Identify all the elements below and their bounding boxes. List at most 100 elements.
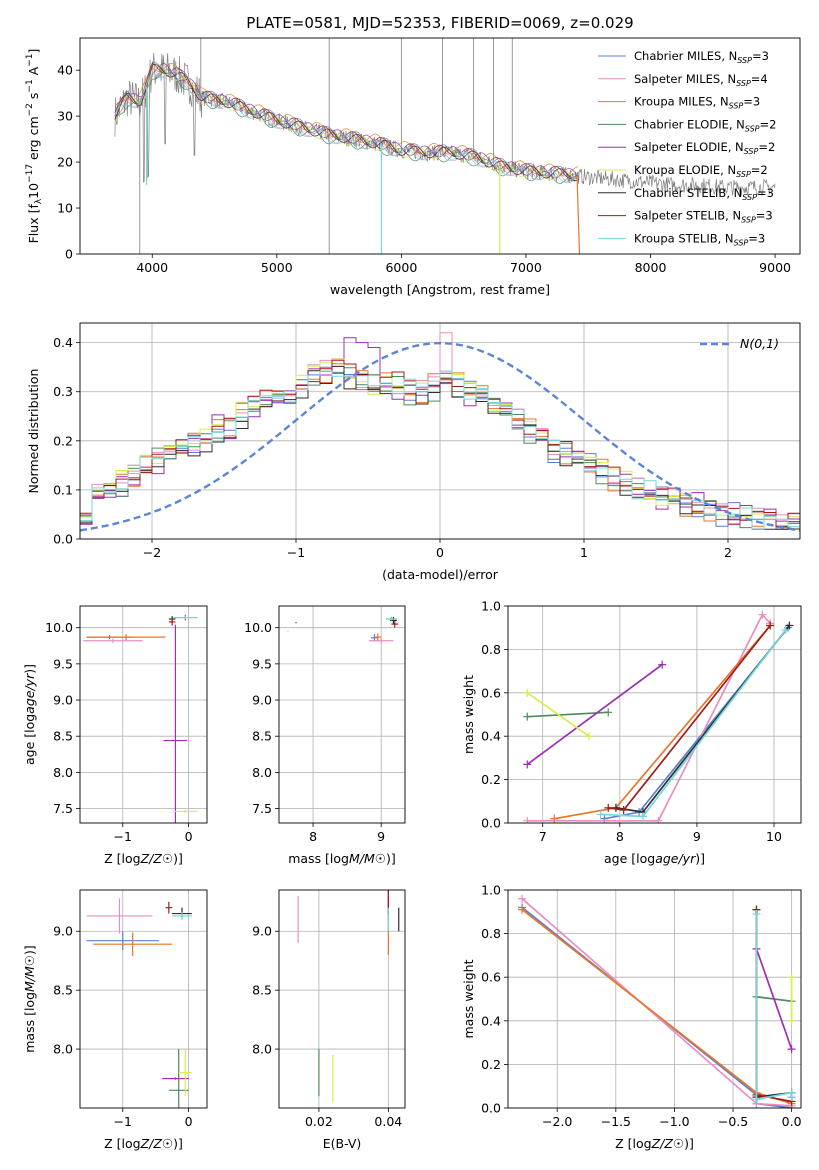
y-tick-label: 8.5 [252, 983, 272, 998]
y-tick-label: 9.0 [53, 924, 73, 939]
model-spectrum-line [114, 62, 579, 179]
x-tick-label: 10 [766, 829, 782, 844]
y-axis-label: age [logage/yr)] [22, 664, 37, 765]
mass-weight-point [766, 621, 775, 630]
y-axis-label: mass weight [461, 675, 476, 754]
mass-weight-line [755, 914, 793, 1101]
mass-weight-point [758, 610, 767, 619]
y-tick-label: 1.0 [481, 883, 501, 898]
y-tick-label: 9.0 [53, 693, 73, 708]
mass-weight-line [755, 909, 792, 1103]
plot-area [297, 890, 400, 1103]
mass-weight-point [619, 805, 628, 814]
y-tick-label: 8.5 [252, 729, 272, 744]
y-tick-label: 30 [57, 109, 73, 124]
mass-weight-point [787, 1045, 796, 1054]
panel-residuals: −2 −1 0 1 2 0.0 0.1 0.2 0.3 0.4 N(0,1) (data-model)… [26, 322, 801, 582]
y-tick-label: 20 [57, 155, 73, 170]
x-tick-label: −1 [114, 1114, 132, 1129]
axes-frame [79, 889, 208, 1109]
mass-weight-point [596, 810, 605, 819]
x-tick-label: −1.0 [659, 1114, 689, 1129]
plot-area [523, 610, 794, 823]
legend-label: Salpeter STELIB, NSSP=3 [634, 209, 773, 225]
x-tick-label: 8 [616, 829, 624, 844]
legend-label: Salpeter ELODIE, NSSP=2 [634, 140, 775, 156]
model-spectrum-line [114, 62, 579, 179]
mass-weight-point [781, 625, 790, 634]
mass-weight-point [787, 1016, 796, 1025]
model-spectrum-line [114, 63, 579, 177]
axes-frame [278, 605, 406, 824]
plot-area [287, 616, 399, 644]
mass-weight-line [615, 624, 791, 814]
x-tick-label: 6000 [385, 260, 417, 275]
x-axis-label: Z [logZ/Z☉)] [104, 851, 183, 866]
mass-weight-line [554, 624, 771, 820]
x-tick-label: 7000 [510, 260, 542, 275]
mass-weight-point [518, 894, 527, 903]
legend-label: Chabrier MILES, NSSP=3 [634, 49, 769, 65]
residual-histogram [80, 365, 800, 530]
x-tick-label: −0.5 [718, 1114, 748, 1129]
x-axis-label: Z [logZ/Z☉)] [104, 1136, 183, 1151]
y-axis-label: Normed distribution [26, 369, 41, 494]
panel-ebv-mass: 0.02 0.04 8.0 8.5 9.0 E(B-V) [252, 889, 406, 1151]
plot-area [518, 894, 796, 1108]
x-tick-label: −1 [287, 545, 305, 560]
y-tick-label: 0.6 [481, 685, 501, 700]
x-tick-label: −1.5 [601, 1114, 631, 1129]
mass-weight-point [752, 1095, 761, 1104]
axes-frame [507, 605, 802, 824]
x-tick-label: 8 [309, 829, 317, 844]
axes-frame [79, 322, 801, 540]
y-tick-label: 0.0 [481, 1101, 501, 1116]
mass-weight-point [604, 803, 613, 812]
mass-weight-point [604, 708, 613, 717]
y-tick-label: 8.0 [53, 1042, 73, 1057]
x-tick-label: 9000 [759, 260, 791, 275]
panel-Z-age: −1 0 7.5 8.0 8.5 9.0 9.5 10.0 Z [logZ/Z☉)] age [l… [22, 605, 208, 866]
model-spectrum-line [114, 69, 579, 184]
y-axis-label: Flux [fλ10−17 erg cm−2 s−1 A−1] [25, 49, 44, 244]
x-tick-label: 1 [580, 545, 588, 560]
panel-weight-Z: −2.0 −1.5 −1.0 −0.5 0.0 0.0 0.2 0.4 0.6 0.8 1.0 Z [… [461, 883, 802, 1152]
y-tick-label: 0.2 [53, 433, 73, 448]
panel-weight-age: 7 8 9 10 0.0 0.2 0.4 0.6 0.8 1.0 age [logage/yr)] m… [461, 599, 802, 866]
mass-weight-point [654, 816, 663, 823]
x-axis-label: Z [logZ/Z☉)] [615, 1136, 694, 1151]
mass-weight-point [752, 909, 761, 918]
mass-weight-point [787, 1093, 796, 1102]
gaussian-reference-curve [80, 342, 800, 532]
y-axis-label: mass weight [461, 959, 476, 1038]
y-tick-label: 9.5 [53, 656, 73, 671]
y-tick-label: 0.4 [481, 729, 501, 744]
y-tick-label: 0.8 [481, 642, 501, 657]
x-tick-label: 0 [185, 1114, 193, 1129]
legend-label: Kroupa MILES, NSSP=3 [634, 95, 760, 111]
x-tick-label: 2 [724, 545, 732, 560]
x-tick-label: 5000 [261, 260, 293, 275]
x-tick-label: 4000 [136, 260, 168, 275]
mass-weight-line [526, 663, 663, 766]
mass-weight-line [755, 948, 793, 1050]
y-tick-label: 8.0 [252, 765, 272, 780]
y-tick-label: 0 [65, 247, 73, 262]
y-tick-label: 8.0 [252, 1042, 272, 1057]
x-axis-label: (data-model)/error [382, 567, 499, 582]
x-tick-label: 0 [185, 829, 193, 844]
y-tick-label: 1.0 [481, 599, 501, 614]
axes-frame [507, 889, 802, 1109]
axes-frame [79, 37, 801, 255]
y-tick-label: 0.3 [53, 384, 73, 399]
y-tick-label: 8.5 [53, 729, 73, 744]
x-tick-label: −2 [143, 545, 161, 560]
mass-weight-point [523, 688, 532, 697]
mass-weight-line [755, 909, 793, 1099]
legend: Chabrier MILES, NSSP=3 Salpeter MILES, NS… [598, 49, 776, 247]
y-tick-label: 0.4 [53, 335, 73, 350]
x-axis-label: age [logage/yr)] [604, 851, 705, 866]
y-tick-label: 9.0 [252, 693, 272, 708]
mass-weight-point [638, 812, 647, 821]
y-tick-label: 7.5 [252, 801, 272, 816]
